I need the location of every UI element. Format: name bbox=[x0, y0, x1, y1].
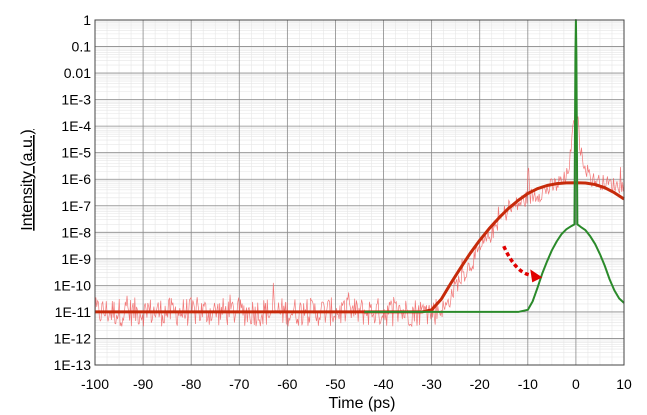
x-tick-label: 0 bbox=[572, 376, 580, 392]
x-axis-label: Time (ps) bbox=[329, 395, 396, 412]
y-tick-label: 0.01 bbox=[64, 65, 91, 81]
x-tick-label: -40 bbox=[373, 376, 393, 392]
plot-frame bbox=[94, 19, 625, 366]
y-tick-label: 1E-11 bbox=[55, 304, 92, 320]
y-tick-label: 1E-10 bbox=[54, 277, 92, 293]
y-tick-label: 1E-7 bbox=[61, 198, 91, 214]
annotation-arrow-head bbox=[530, 269, 543, 283]
y-tick-label: 1E-9 bbox=[61, 251, 91, 267]
y-tick-label: 1 bbox=[83, 12, 91, 28]
y-tick-label: 1E-3 bbox=[61, 92, 91, 108]
x-tick-label: -90 bbox=[133, 376, 153, 392]
y-tick-label: 1E-12 bbox=[54, 330, 92, 346]
data-series bbox=[94, 19, 625, 328]
y-axis-label: Intensity (a.u.) bbox=[19, 129, 36, 230]
y-tick-label: 1E-6 bbox=[61, 171, 91, 187]
annotation bbox=[502, 245, 543, 283]
series-fit bbox=[95, 181, 625, 314]
x-tick-label: -20 bbox=[470, 376, 490, 392]
x-tick-label: 10 bbox=[616, 376, 632, 392]
x-tick-label: -80 bbox=[181, 376, 201, 392]
y-tick-label: 0.1 bbox=[72, 39, 92, 55]
y-tick-label: 1E-4 bbox=[61, 118, 91, 134]
x-tick-label: -100 bbox=[81, 376, 109, 392]
series-measured-noisy bbox=[94, 96, 625, 328]
x-tick-label: -70 bbox=[229, 376, 249, 392]
x-tick-label: -50 bbox=[325, 376, 345, 392]
x-tick-label: -60 bbox=[277, 376, 297, 392]
y-tick-label: 1E-13 bbox=[54, 357, 92, 373]
x-tick-label: -10 bbox=[518, 376, 538, 392]
series-compressed bbox=[364, 19, 625, 313]
x-tick-label: -30 bbox=[422, 376, 442, 392]
y-axis-ticks: 1 0.1 0.01 1E-3 1E-4 1E-5 1E-6 1E-7 1E-8 1E-9 1E-1… bbox=[54, 12, 92, 373]
x-axis-ticks: -100 -90 -80 -70 -60 -50 -40 -30 -20 -10 0 10 bbox=[81, 376, 632, 392]
y-tick-label: 1E-5 bbox=[61, 145, 91, 161]
y-tick-label: 1E-8 bbox=[61, 224, 91, 240]
minor-gridlines bbox=[95, 20, 624, 365]
